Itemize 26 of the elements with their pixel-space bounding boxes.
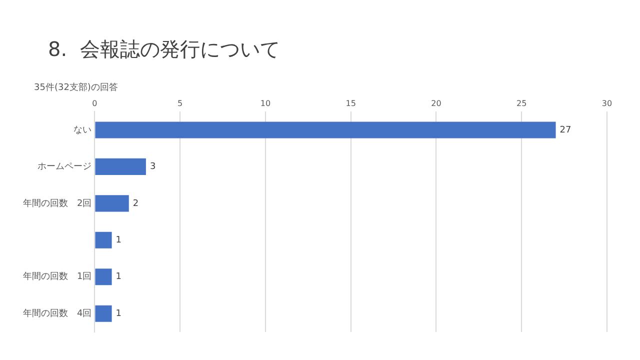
data-label: 1	[116, 308, 122, 319]
bar	[95, 305, 112, 322]
x-tick-label: 0	[92, 98, 98, 108]
data-label: 3	[150, 162, 156, 172]
bar	[95, 158, 146, 175]
bar	[95, 195, 129, 212]
x-tick-label: 15	[346, 98, 356, 108]
chart-subtitle: 35件(32支部)の回答	[34, 82, 118, 94]
y-tick-label: 年間の回数 4回	[22, 308, 92, 319]
data-label: 1	[116, 272, 122, 282]
data-label: 1	[116, 236, 122, 246]
y-tick-label: 年間の回数 2回	[22, 198, 92, 209]
y-tick-label: ホームページ	[38, 162, 92, 172]
chart-title: 8. 会報誌の発行について	[48, 36, 280, 63]
x-tick-label: 30	[602, 98, 612, 108]
y-tick-label: ない	[74, 125, 92, 136]
x-tick-label: 10	[260, 98, 271, 108]
data-label: 27	[560, 125, 572, 136]
bar	[95, 268, 112, 286]
x-tick-label: 25	[516, 98, 527, 108]
x-tick-label: 20	[431, 98, 442, 108]
bar	[95, 122, 556, 138]
y-tick-label: 年間の回数 1回	[22, 271, 92, 282]
x-tick-label: 5	[178, 98, 183, 108]
bar	[95, 232, 112, 248]
data-label: 2	[132, 198, 139, 209]
